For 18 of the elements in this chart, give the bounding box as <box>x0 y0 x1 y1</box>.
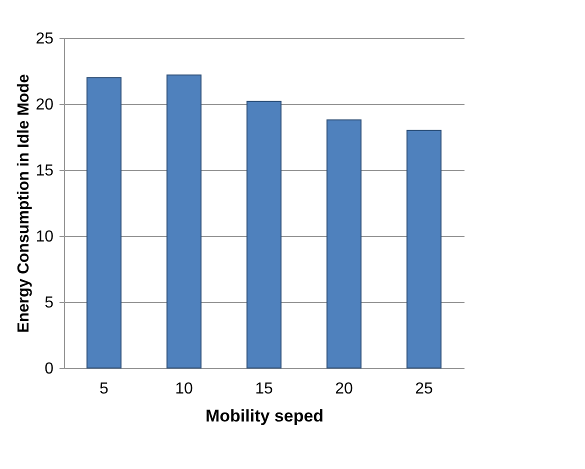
x-tick-label: 5 <box>100 380 109 398</box>
x-tick-label: 25 <box>415 380 433 398</box>
y-tick-label: 20 <box>36 96 54 114</box>
bar <box>246 100 282 368</box>
x-tick-label: 10 <box>175 380 193 398</box>
bar <box>86 77 122 368</box>
y-tick-label: 10 <box>36 228 54 246</box>
bar <box>326 119 362 368</box>
x-tick-label: 15 <box>255 380 273 398</box>
y-tick-label: 15 <box>36 162 54 180</box>
y-axis-title: Energy Consumption in Idle Mode <box>16 74 33 333</box>
bar <box>406 130 442 368</box>
y-tick-label: 0 <box>44 360 54 378</box>
x-axis-title: Mobility seped <box>205 406 324 426</box>
x-tick-label: 20 <box>335 380 353 398</box>
y-tick-label: 5 <box>44 294 54 312</box>
bar <box>166 74 202 368</box>
y-tick-label: 25 <box>36 30 54 48</box>
